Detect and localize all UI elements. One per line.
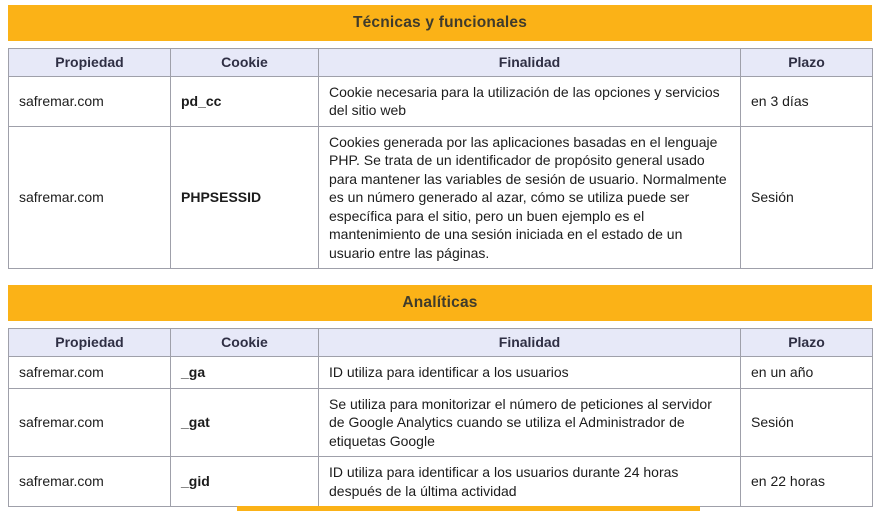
cell-propiedad: safremar.com bbox=[8, 356, 171, 389]
cell-plazo: en 3 días bbox=[740, 76, 873, 127]
table-header-row: Propiedad Cookie Finalidad Plazo bbox=[8, 328, 873, 358]
cell-propiedad: safremar.com bbox=[8, 387, 171, 458]
cell-cookie: PHPSESSID bbox=[170, 125, 319, 270]
header-row: Propiedad Cookie Finalidad Plazo bbox=[8, 328, 873, 358]
table-body: safremar.com pd_cc Cookie necesaria para l… bbox=[8, 76, 873, 270]
cell-plazo: en un año bbox=[740, 356, 873, 389]
cell-propiedad: safremar.com bbox=[8, 125, 171, 270]
cell-plazo: Sesión bbox=[740, 125, 873, 270]
table-row: safremar.com _gat Se utiliza para monitori… bbox=[8, 387, 873, 458]
section-title: Técnicas y funcionales bbox=[352, 14, 528, 31]
next-section-bar-sliver bbox=[237, 506, 700, 511]
column-header-cookie: Cookie bbox=[170, 328, 319, 358]
cell-cookie: pd_cc bbox=[170, 76, 319, 127]
cell-cookie: _gid bbox=[170, 456, 319, 508]
cell-finalidad: ID utiliza para identificar a los usuari… bbox=[318, 456, 741, 508]
cell-plazo: en 22 horas bbox=[740, 456, 873, 508]
column-header-propiedad: Propiedad bbox=[8, 328, 171, 358]
section-header-bar: Analíticas bbox=[8, 285, 872, 322]
cell-propiedad: safremar.com bbox=[8, 456, 171, 508]
technical-cookies-table: Propiedad Cookie Finalidad Plazo safremar.c… bbox=[8, 48, 873, 270]
section-technical-functional: Técnicas y funcionales Propiedad Cookie Fi… bbox=[8, 5, 873, 270]
section-header-bar: Técnicas y funcionales bbox=[8, 5, 872, 41]
cell-finalidad: ID utiliza para identificar a los usuari… bbox=[318, 356, 741, 389]
cell-finalidad: Cookies generada por las aplicaciones ba… bbox=[318, 125, 741, 270]
cell-cookie: _ga bbox=[170, 356, 319, 389]
table-row: safremar.com _ga ID utiliza para identific… bbox=[8, 356, 873, 389]
table-row: safremar.com pd_cc Cookie necesaria para l… bbox=[8, 76, 873, 127]
table-body: safremar.com _ga ID utiliza para identific… bbox=[8, 356, 873, 508]
cell-plazo: Sesión bbox=[740, 387, 873, 458]
cell-cookie: _gat bbox=[170, 387, 319, 458]
header-row: Propiedad Cookie Finalidad Plazo bbox=[8, 48, 873, 77]
column-header-finalidad: Finalidad bbox=[318, 328, 741, 358]
table-row: safremar.com PHPSESSID Cookies generada po… bbox=[8, 125, 873, 270]
table-header-row: Propiedad Cookie Finalidad Plazo bbox=[8, 48, 873, 77]
cell-finalidad: Se utiliza para monitorizar el número de… bbox=[318, 387, 741, 458]
column-header-plazo: Plazo bbox=[740, 328, 873, 358]
table-row: safremar.com _gid ID utiliza para identifi… bbox=[8, 456, 873, 508]
column-header-cookie: Cookie bbox=[170, 48, 319, 77]
section-analytics: Analíticas Propiedad Cookie Finalidad Plazo… bbox=[8, 285, 873, 508]
column-header-propiedad: Propiedad bbox=[8, 48, 171, 77]
column-header-finalidad: Finalidad bbox=[318, 48, 741, 77]
section-title: Analíticas bbox=[402, 294, 478, 312]
cell-finalidad: Cookie necesaria para la utilización de … bbox=[318, 76, 741, 127]
analytics-cookies-table: Propiedad Cookie Finalidad Plazo safremar.c… bbox=[8, 328, 873, 508]
column-header-plazo: Plazo bbox=[740, 48, 873, 77]
cell-propiedad: safremar.com bbox=[8, 76, 171, 127]
